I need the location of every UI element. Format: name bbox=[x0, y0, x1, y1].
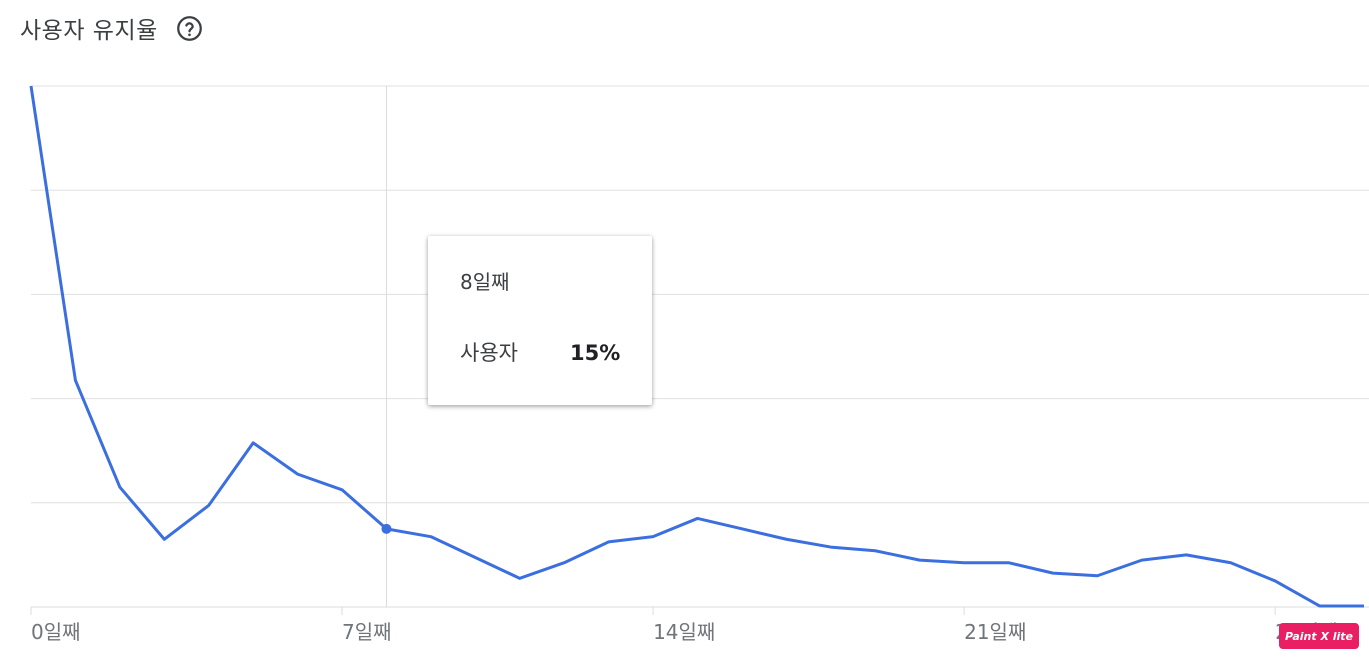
series bbox=[29, 85, 1364, 608]
chart-header: 사용자 유지율 bbox=[20, 10, 203, 46]
x-tick-label: 14일째 bbox=[653, 620, 715, 644]
tooltip-series-label: 사용자 bbox=[460, 341, 518, 365]
help-circle-icon[interactable] bbox=[176, 15, 203, 42]
x-tick-label: 7일째 bbox=[342, 620, 392, 644]
x-tick-label: 21일째 bbox=[964, 620, 1026, 644]
tooltip-row: 사용자 15% bbox=[460, 337, 652, 367]
tooltip-value: 15% bbox=[570, 341, 621, 365]
x-axis: 0일째7일째14일째21일째28일째 bbox=[30, 607, 1337, 644]
tooltip-day-label: 8일째 bbox=[460, 270, 510, 294]
series-line bbox=[29, 85, 1364, 608]
hover-point bbox=[381, 523, 392, 534]
chart-title: 사용자 유지율 bbox=[20, 18, 158, 44]
paint-x-lite-badge[interactable]: Paint X lite bbox=[1279, 623, 1359, 649]
hover-tooltip: 8일째 사용자 15% bbox=[428, 236, 652, 405]
x-tick-label: 0일째 bbox=[31, 620, 81, 644]
grid bbox=[31, 85, 1369, 608]
